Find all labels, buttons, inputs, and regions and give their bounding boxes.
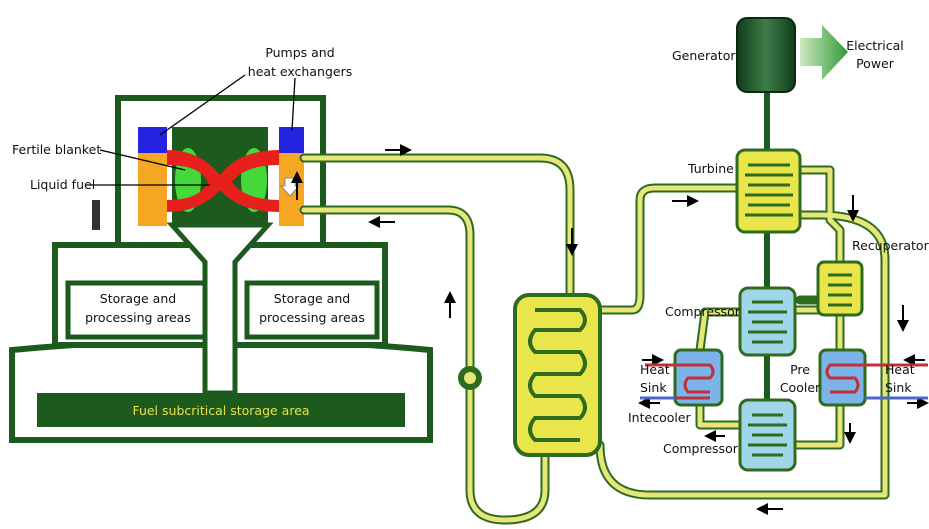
primary-loop	[299, 144, 578, 525]
label: Compressor	[665, 304, 741, 319]
label: processing areas	[259, 310, 365, 325]
label: Generator	[672, 48, 736, 63]
label: Fertile blanket	[12, 142, 101, 157]
heat-exchanger	[513, 293, 602, 457]
label: Cooler	[780, 380, 821, 395]
label: Intecooler	[628, 410, 692, 425]
label: Liquid fuel	[30, 177, 95, 192]
label: Sink	[640, 380, 667, 395]
label: Recuperator	[852, 238, 929, 253]
label: Storage and	[274, 291, 350, 306]
label: Electrical	[846, 38, 903, 53]
label: Power	[856, 56, 895, 71]
label: Pumps and	[265, 45, 334, 60]
label: Sink	[885, 380, 912, 395]
leader-lines	[85, 74, 296, 186]
label: Pre	[790, 362, 810, 377]
power-loop	[595, 165, 929, 515]
label: Heat	[640, 362, 670, 377]
label: Heat	[885, 362, 915, 377]
label: Compressor	[663, 441, 739, 456]
label: Turbine	[687, 161, 734, 176]
turbomachinery	[640, 17, 928, 472]
label: Storage and	[100, 291, 176, 306]
reactor-building	[9, 95, 433, 443]
label: Fuel subcritical storage area	[132, 403, 309, 418]
label: heat exchangers	[248, 64, 352, 79]
label: processing areas	[85, 310, 191, 325]
